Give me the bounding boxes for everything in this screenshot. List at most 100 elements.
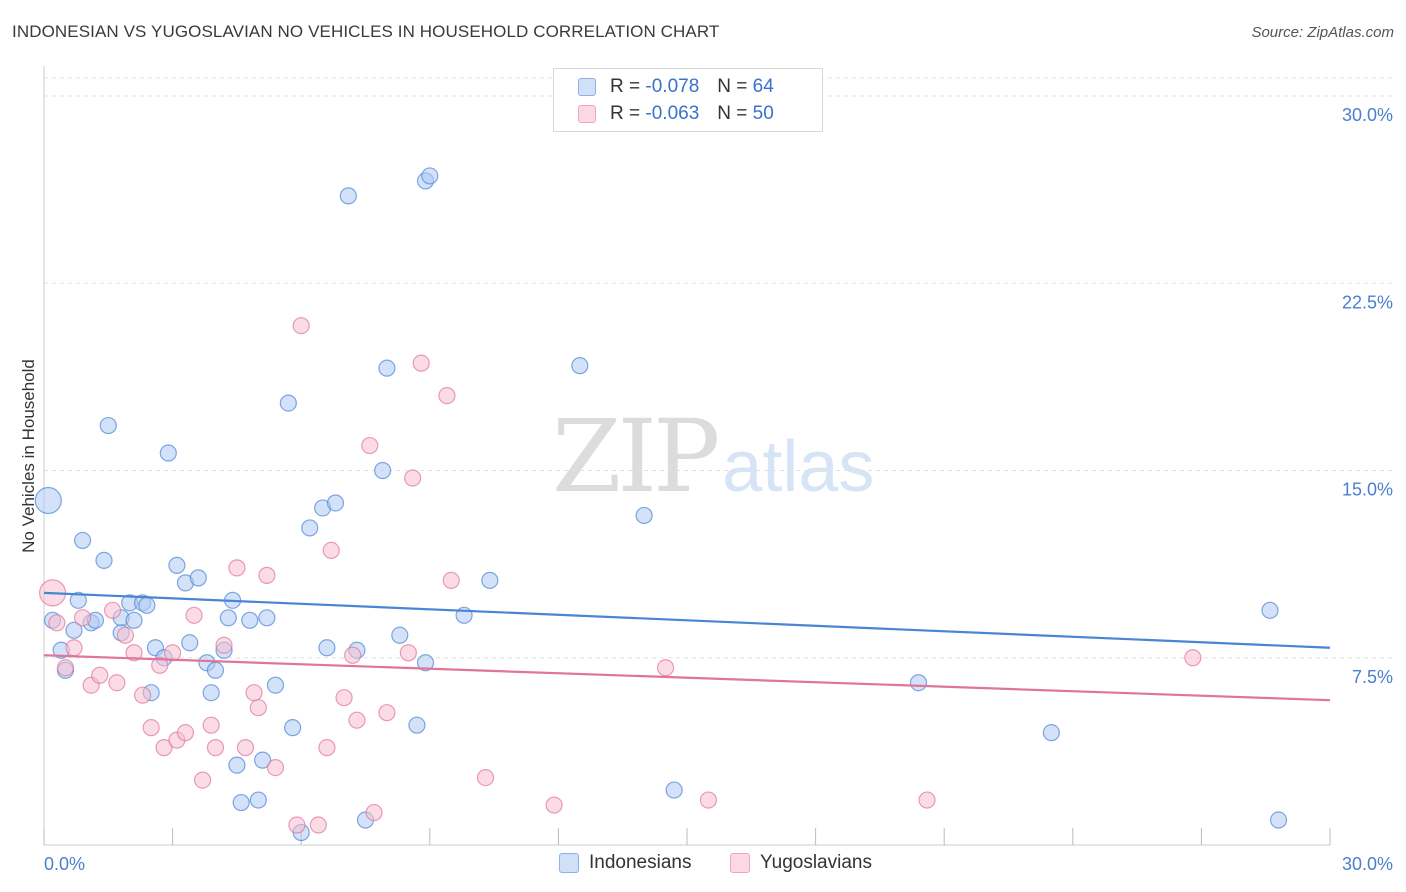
- data-point: [391, 626, 409, 644]
- data-point: [438, 387, 456, 405]
- data-point: [266, 759, 285, 777]
- data-point: [416, 654, 435, 672]
- data-point: [665, 781, 683, 799]
- data-point: [95, 551, 113, 569]
- stats-legend: R = -0.078 N = 64 R = -0.063 N = 50: [553, 68, 823, 132]
- data-point: [108, 674, 126, 692]
- data-point: [284, 719, 302, 737]
- series-yugoslavians: [38, 317, 1202, 834]
- data-point: [404, 469, 422, 487]
- data-point: [73, 609, 92, 627]
- data-point: [481, 571, 499, 589]
- n-value: 64: [752, 76, 774, 97]
- data-point: [301, 519, 319, 537]
- data-point: [164, 644, 182, 662]
- data-point: [412, 354, 430, 372]
- legend-label: Indonesians: [589, 852, 692, 873]
- data-point: [374, 461, 392, 480]
- data-point: [309, 816, 327, 834]
- data-point: [241, 611, 259, 629]
- data-point: [133, 686, 152, 704]
- indonesians-swatch: [578, 78, 596, 96]
- axes: [43, 66, 1331, 846]
- legend-item-indonesians[interactable]: Indonesians: [559, 852, 691, 874]
- yugoslavians-swatch: [730, 853, 750, 873]
- data-point: [155, 739, 173, 757]
- data-point: [34, 486, 62, 515]
- trend-line-yugoslavians: [43, 654, 1331, 702]
- r-value: -0.078: [645, 76, 700, 97]
- data-point: [1269, 811, 1288, 829]
- data-point: [168, 556, 186, 574]
- data-point: [699, 791, 718, 809]
- y-axis-title: No Vehicles in Household: [19, 359, 38, 553]
- r-label: R =: [610, 103, 641, 124]
- data-point: [476, 768, 495, 787]
- source-credit: Source: ZipAtlas.com: [1251, 24, 1394, 41]
- data-point: [318, 639, 336, 657]
- data-point: [138, 596, 156, 614]
- legend-label: Yugoslavians: [760, 852, 872, 873]
- data-point: [1184, 649, 1202, 667]
- n-label: N =: [717, 103, 748, 124]
- axis-labels: 7.5% 15.0% 22.5% 30.0% 0.0% 30.0% No Vehicles …: [19, 105, 1393, 874]
- x-tick-label: 0.0%: [44, 854, 85, 874]
- data-point: [249, 699, 267, 717]
- data-point: [335, 689, 353, 707]
- data-point: [151, 656, 169, 674]
- legend-row-yugoslavians: R = -0.063 N = 50: [578, 101, 774, 127]
- data-point: [125, 644, 143, 662]
- data-point: [142, 719, 160, 737]
- data-point: [361, 436, 379, 455]
- data-point: [56, 659, 75, 677]
- data-points: [34, 167, 1288, 842]
- data-point: [408, 716, 426, 734]
- data-point: [258, 566, 276, 584]
- indonesians-swatch: [559, 853, 579, 873]
- trend-lines: [43, 591, 1331, 702]
- data-point: [249, 791, 267, 809]
- data-point: [206, 661, 225, 679]
- data-point: [206, 739, 225, 757]
- data-point: [918, 791, 936, 809]
- data-point: [421, 167, 439, 185]
- y-tick-label: 22.5%: [1342, 292, 1393, 312]
- data-point: [279, 394, 297, 412]
- data-point: [48, 614, 66, 632]
- data-point: [69, 591, 87, 609]
- data-point: [176, 724, 195, 742]
- data-point: [245, 684, 263, 702]
- trend-line-indonesians: [43, 591, 1331, 649]
- data-point: [65, 639, 83, 657]
- legend-item-yugoslavians[interactable]: Yugoslavians: [730, 852, 872, 874]
- data-point: [215, 636, 233, 654]
- series-indonesians: [34, 167, 1288, 842]
- data-point: [116, 626, 135, 644]
- data-point: [442, 571, 460, 589]
- data-point: [339, 187, 357, 205]
- data-point: [1042, 724, 1060, 742]
- y-tick-label: 15.0%: [1342, 480, 1393, 500]
- data-point: [254, 751, 272, 769]
- data-point: [326, 494, 345, 512]
- data-point: [348, 711, 366, 729]
- y-tick-label: 7.5%: [1352, 667, 1393, 687]
- data-point: [159, 444, 177, 462]
- data-point: [219, 609, 237, 627]
- data-point: [322, 541, 340, 560]
- data-point: [656, 659, 675, 677]
- n-label: N =: [717, 76, 748, 97]
- x-tick-label: 30.0%: [1342, 854, 1393, 874]
- data-point: [399, 644, 417, 662]
- data-point: [571, 357, 589, 375]
- data-point: [202, 716, 220, 734]
- data-point: [181, 634, 199, 652]
- data-point: [189, 569, 207, 587]
- data-point: [236, 739, 255, 757]
- data-point: [378, 704, 396, 722]
- yugoslavians-swatch: [578, 105, 596, 123]
- data-point: [202, 684, 220, 702]
- data-point: [185, 606, 203, 624]
- data-point: [1261, 601, 1279, 619]
